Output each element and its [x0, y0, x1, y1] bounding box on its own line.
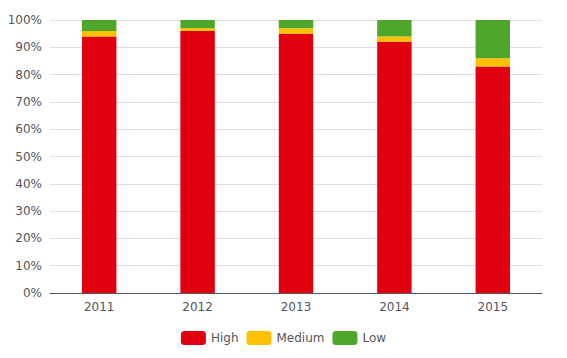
svg-text:90%: 90% — [15, 40, 42, 54]
svg-text:2012: 2012 — [182, 300, 213, 314]
svg-text:60%: 60% — [15, 122, 42, 136]
svg-text:30%: 30% — [15, 204, 42, 218]
svg-text:10%: 10% — [15, 259, 42, 273]
svg-text:20%: 20% — [15, 231, 42, 245]
svg-text:0%: 0% — [23, 286, 42, 300]
svg-text:High: High — [211, 331, 239, 345]
svg-text:Low: Low — [362, 331, 386, 345]
svg-text:2015: 2015 — [478, 300, 509, 314]
svg-text:50%: 50% — [15, 150, 42, 164]
svg-text:Medium: Medium — [276, 331, 324, 345]
svg-text:2014: 2014 — [379, 300, 410, 314]
svg-text:40%: 40% — [15, 177, 42, 191]
svg-text:2013: 2013 — [281, 300, 312, 314]
svg-text:2011: 2011 — [84, 300, 115, 314]
svg-text:80%: 80% — [15, 68, 42, 82]
svg-text:70%: 70% — [15, 95, 42, 109]
svg-text:100%: 100% — [8, 13, 42, 27]
